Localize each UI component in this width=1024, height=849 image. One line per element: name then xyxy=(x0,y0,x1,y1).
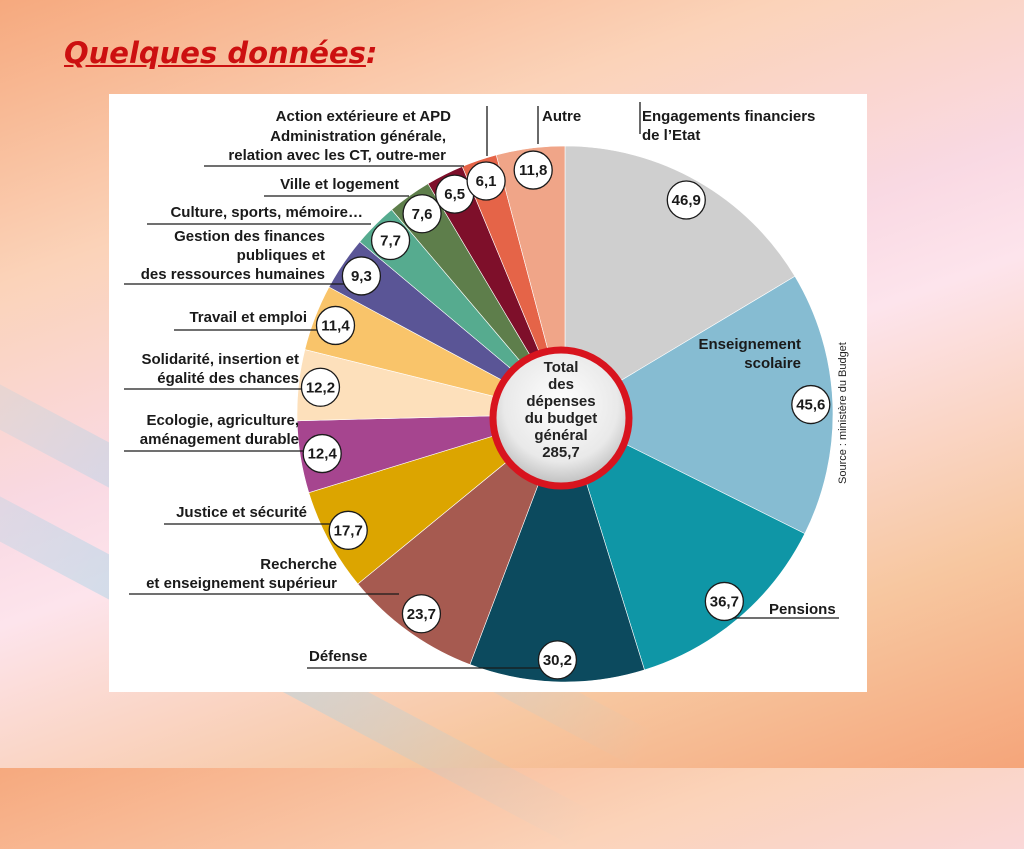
category-label: Défense xyxy=(309,648,367,665)
value-label: 7,6 xyxy=(412,206,433,223)
category-label: Action extérieure et APD xyxy=(276,108,451,125)
value-bubble xyxy=(341,256,382,296)
category-label: Justice et sécurité xyxy=(176,504,307,521)
category-label: Travail et emploi xyxy=(189,309,307,326)
pie-slice xyxy=(564,145,796,415)
value-bubble xyxy=(791,384,831,425)
category-label: Solidarité, insertion et égalité des chan… xyxy=(141,351,299,387)
value-bubble xyxy=(315,305,356,346)
value-bubble xyxy=(704,581,744,622)
category-label: Recherche et enseignement supérieur xyxy=(146,556,337,592)
value-label: 6,1 xyxy=(476,173,497,190)
category-label: Pensions xyxy=(769,601,836,618)
value-bubble xyxy=(302,433,342,474)
chart-card: 46,9 45,6 36,7 30,2 23,7 17,7 12,4 12,2 11,4 9,3 7… xyxy=(109,94,867,692)
value-label: 7,7 xyxy=(380,233,401,250)
value-label: 9,3 xyxy=(351,268,372,285)
slide-title: Quelques données: xyxy=(64,36,378,70)
slide-title-text: Quelques données xyxy=(64,36,366,70)
value-bubble xyxy=(537,640,578,680)
value-bubble xyxy=(466,161,506,201)
source-note: Source : ministère du Budget xyxy=(837,342,849,484)
category-label: Ecologie, agriculture, aménagement durabl… xyxy=(140,412,299,448)
center-total-label: Total des dépenses du budget général 285,7 xyxy=(525,359,597,461)
value-label: 12,2 xyxy=(306,379,335,396)
value-bubble xyxy=(328,510,368,550)
slide-title-colon: : xyxy=(365,36,378,70)
value-label: 45,6 xyxy=(796,397,825,414)
pie-slice xyxy=(564,275,834,535)
value-bubble xyxy=(370,220,411,261)
pie-slice xyxy=(469,413,645,683)
category-label: Culture, sports, mémoire… xyxy=(170,204,363,221)
value-bubble xyxy=(666,180,706,220)
value-label: 30,2 xyxy=(543,652,572,669)
value-label: 17,7 xyxy=(334,522,363,539)
value-bubble xyxy=(402,194,442,234)
value-label: 23,7 xyxy=(407,606,436,623)
value-bubble xyxy=(401,594,442,634)
value-bubble xyxy=(300,367,341,407)
budget-pie-chart: 46,9 45,6 36,7 30,2 23,7 17,7 12,4 12,2 11,4 9,3 7… xyxy=(124,102,849,683)
category-label: Gestion des finances publiques et des ress… xyxy=(141,228,325,283)
category-label: Administration générale, relation avec le… xyxy=(228,128,446,164)
category-label: Enseignement scolaire xyxy=(698,336,801,372)
value-label: 6,5 xyxy=(444,186,465,203)
pie-slice xyxy=(495,145,566,415)
category-label: Ville et logement xyxy=(280,176,399,193)
value-label: 11,4 xyxy=(321,317,350,334)
value-label: 36,7 xyxy=(710,593,739,610)
category-label: Autre xyxy=(542,108,581,125)
value-label: 12,4 xyxy=(308,446,338,463)
value-bubble xyxy=(513,150,553,190)
center-total-disk xyxy=(489,346,633,490)
value-label: 46,9 xyxy=(672,192,701,209)
category-label: Engagements financiers de l’Etat xyxy=(642,108,815,144)
value-label: 11,8 xyxy=(519,162,547,179)
